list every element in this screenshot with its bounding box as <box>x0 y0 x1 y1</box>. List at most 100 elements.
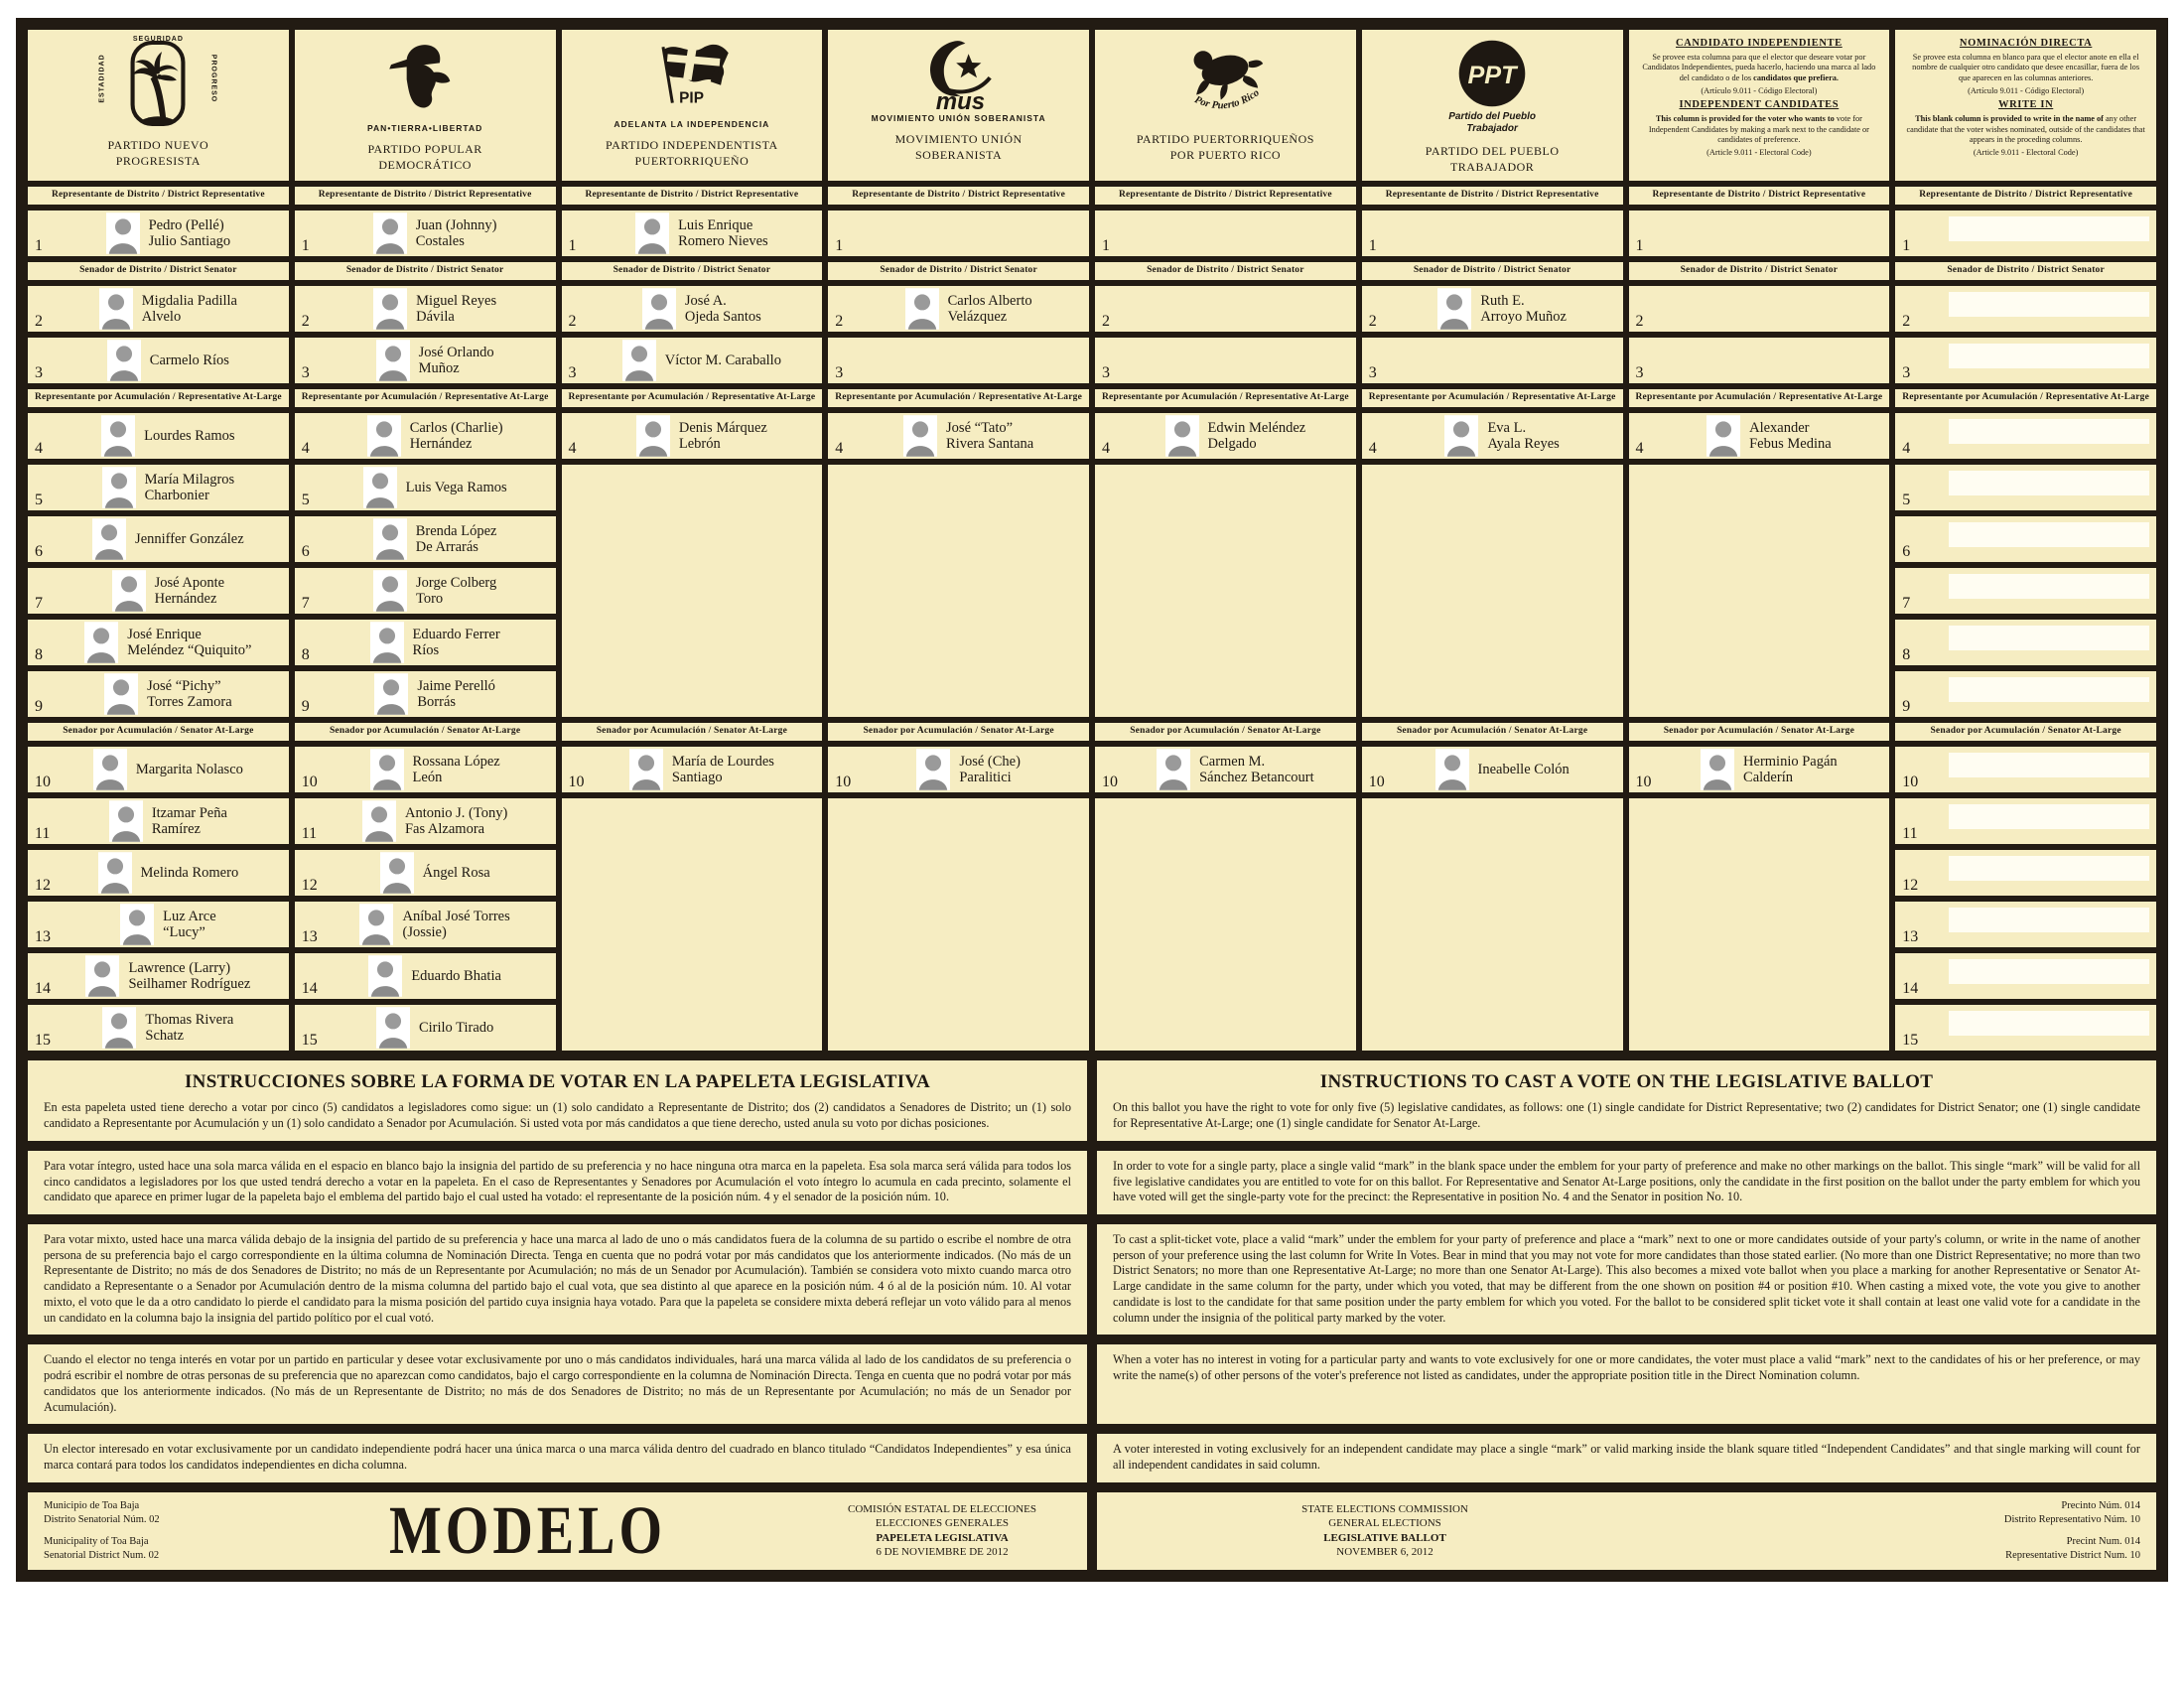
candidate-cell-pip-10[interactable]: 10 María de Lourdes Santiago <box>561 747 823 792</box>
office-header-pnp-1: Representante de Distrito / District Rep… <box>28 187 289 205</box>
candidate-cell-pnp-6[interactable]: 6 Jenniffer González <box>28 516 289 562</box>
write-in-blank[interactable] <box>1949 804 2149 829</box>
candidate-cell-ppt-10[interactable]: 10 Ineabelle Colón <box>1361 747 1623 792</box>
write-in-cell-7[interactable]: 7 <box>1895 568 2156 614</box>
write-in-blank[interactable] <box>1949 419 2149 444</box>
candidate-cell-pnp-7[interactable]: 7 José Aponte Hernández <box>28 568 289 614</box>
pnp-ring-text-right: PROGRESO <box>209 55 217 103</box>
candidate-cell-pnp-4[interactable]: 4 Lourdes Ramos <box>28 413 289 459</box>
write-in-blank[interactable] <box>1949 292 2149 317</box>
write-in-cell-1[interactable]: 1 <box>1895 211 2156 256</box>
write-in-cell-11[interactable]: 11 <box>1895 798 2156 844</box>
write-in-blank[interactable] <box>1949 626 2149 650</box>
candidate-cell-ppd-3[interactable]: 3 José Orlando Muñoz <box>294 338 556 383</box>
position-number: 4 <box>835 440 844 457</box>
write-in-blank[interactable] <box>1949 753 2149 777</box>
empty-area-mus-5 <box>828 465 1089 717</box>
party-header-ppd[interactable]: PAN•TIERRA•LIBERTAD PARTIDO POPULAR DEMOCR… <box>294 30 556 181</box>
candidate-cell-ppt-4[interactable]: 4 Eva L. Ayala Reyes <box>1361 413 1623 459</box>
candidate-cell-pip-1[interactable]: 1 Luis Enrique Romero Nieves <box>561 211 823 256</box>
candidate-cell-pnp-13[interactable]: 13 Luz Arce “Lucy” <box>28 902 289 947</box>
candidate-cell-indep-4[interactable]: 4 Alexander Febus Medina <box>1628 413 1890 459</box>
candidate-cell-ppd-1[interactable]: 1 Juan (Johnny) Costales <box>294 211 556 256</box>
write-in-cell-6[interactable]: 6 <box>1895 516 2156 562</box>
write-in-cell-5[interactable]: 5 <box>1895 465 2156 510</box>
candidate-cell-pnp-8[interactable]: 8 José Enrique Meléndez “Quiquito” <box>28 620 289 665</box>
write-in-cell-12[interactable]: 12 <box>1895 850 2156 896</box>
write-in-blank[interactable] <box>1949 908 2149 932</box>
party-header-pnp[interactable]: SEGURIDAD ESTADIDAD PROGRESO PARTIDO NUEVO P… <box>28 30 289 181</box>
candidate-cell-ppd-2[interactable]: 2 Miguel Reyes Dávila <box>294 286 556 332</box>
write-in-blank[interactable] <box>1949 1011 2149 1036</box>
write-in-blank[interactable] <box>1949 856 2149 881</box>
write-in-blank[interactable] <box>1949 574 2149 599</box>
candidate-cell-ppd-13[interactable]: 13 Aníbal José Torres (Jossie) <box>294 902 556 947</box>
party-header-ppt[interactable]: PPT Partido del Pueblo Trabajador PARTIDO D… <box>1361 30 1623 181</box>
candidate-cell-mus-2[interactable]: 2 Carlos Alberto Velázquez <box>828 286 1089 332</box>
office-header-ppt-1: Representante de Distrito / District Rep… <box>1361 187 1623 205</box>
candidate-cell-pnp-2[interactable]: 2 Migdalia Padilla Alvelo <box>28 286 289 332</box>
write-in-blank[interactable] <box>1949 522 2149 547</box>
write-in-cell-4[interactable]: 4 <box>1895 413 2156 459</box>
position-number: 7 <box>1902 595 1911 612</box>
candidate-cell-ppd-9[interactable]: 9 Jaime Perelló Borrás <box>294 671 556 717</box>
write-in-cell-14[interactable]: 14 <box>1895 953 2156 999</box>
instructions-en-intro-box: INSTRUCTIONS TO CAST A VOTE ON THE LEGIS… <box>1097 1060 2156 1141</box>
party-header-mus[interactable]: mus MOVIMIENTO UNIÓN SOBERANISTA MOVIMIENT… <box>828 30 1089 181</box>
candidate-cell-ppd-11[interactable]: 11 Antonio J. (Tony) Fas Alzamora <box>294 798 556 844</box>
candidate-cell-pnp-3[interactable]: 3 Carmelo Ríos <box>28 338 289 383</box>
candidate-cell-ppd-15[interactable]: 15 Cirilo Tirado <box>294 1005 556 1051</box>
candidate-cell-ppt-2[interactable]: 2 Ruth E. Arroyo Muñoz <box>1361 286 1623 332</box>
write-in-cell-15[interactable]: 15 <box>1895 1005 2156 1051</box>
party-header-ppr[interactable]: Por Puerto Rico PARTIDO PUERTORRIQUEÑOS PO… <box>1095 30 1356 181</box>
candidate-cell-ppd-8[interactable]: 8 Eduardo Ferrer Ríos <box>294 620 556 665</box>
candidate-cell-pnp-11[interactable]: 11 Itzamar Peña Ramírez <box>28 798 289 844</box>
position-number: 3 <box>835 364 844 381</box>
candidate-cell-pip-3[interactable]: 3 Víctor M. Caraballo <box>561 338 823 383</box>
candidate-cell-ppd-5[interactable]: 5 Luis Vega Ramos <box>294 465 556 510</box>
write-in-blank[interactable] <box>1949 959 2149 984</box>
position-number: 11 <box>1902 825 1918 842</box>
write-in-cell-2[interactable]: 2 <box>1895 286 2156 332</box>
candidate-cell-ppr-4[interactable]: 4 Edwin Meléndez Delgado <box>1095 413 1356 459</box>
candidate-cell-pnp-1[interactable]: 1 Pedro (Pellé) Julio Santiago <box>28 211 289 256</box>
position-number: 2 <box>1368 313 1377 330</box>
position-number: 6 <box>1902 543 1911 560</box>
candidate-cell-pnp-14[interactable]: 14 Lawrence (Larry) Seilhamer Rodríguez <box>28 953 289 999</box>
candidate-cell-ppd-12[interactable]: 12 Ángel Rosa <box>294 850 556 896</box>
candidate-cell-ppr-10[interactable]: 10 Carmen M. Sánchez Betancourt <box>1095 747 1356 792</box>
candidate-cell-pnp-12[interactable]: 12 Melinda Romero <box>28 850 289 896</box>
write-in-cell-9[interactable]: 9 <box>1895 671 2156 717</box>
candidate-cell-indep-10[interactable]: 10 Herminio Pagán Calderín <box>1628 747 1890 792</box>
write-in-blank[interactable] <box>1949 471 2149 495</box>
party-header-pip[interactable]: PIP ADELANTA LA INDEPENDENCIA PARTIDO INDE… <box>561 30 823 181</box>
candidate-photo <box>374 673 409 715</box>
candidate-cell-pnp-15[interactable]: 15 Thomas Rivera Schatz <box>28 1005 289 1051</box>
candidate-cell-ppd-10[interactable]: 10 Rossana López León <box>294 747 556 792</box>
candidate-cell-ppd-14[interactable]: 14 Eduardo Bhatia <box>294 953 556 999</box>
candidate-cell-pip-4[interactable]: 4 Denis Márquez Lebrón <box>561 413 823 459</box>
write-in-blank[interactable] <box>1949 216 2149 241</box>
office-header-ppd-2: Senador de Distrito / District Senator <box>294 262 556 280</box>
candidate-cell-mus-4[interactable]: 4 José “Tato” Rivera Santana <box>828 413 1089 459</box>
candidate-cell-pnp-9[interactable]: 9 José “Pichy” Torres Zamora <box>28 671 289 717</box>
candidate-cell-mus-10[interactable]: 10 José (Che) Paralitici <box>828 747 1089 792</box>
party-header-indep[interactable]: CANDIDATO INDEPENDIENTE Se provee esta co… <box>1628 30 1890 181</box>
candidate-cell-pnp-5[interactable]: 5 María Milagros Charbonier <box>28 465 289 510</box>
write-in-blank[interactable] <box>1949 344 2149 368</box>
write-in-blank[interactable] <box>1949 677 2149 702</box>
commission-info-es: COMISIÓN ESTATAL DE ELECCIONES ELECCIONE… <box>813 1502 1071 1560</box>
write-in-cell-10[interactable]: 10 <box>1895 747 2156 792</box>
write-in-cell-8[interactable]: 8 <box>1895 620 2156 665</box>
write-in-cell-3[interactable]: 3 <box>1895 338 2156 383</box>
candidate-cell-ppd-6[interactable]: 6 Brenda López De Arrarás <box>294 516 556 562</box>
candidate-cell-pip-2[interactable]: 2 José A. Ojeda Santos <box>561 286 823 332</box>
candidate-photo <box>366 415 401 457</box>
precinct-info: Precinto Núm. 014 Distrito Representativ… <box>2004 1499 2140 1563</box>
candidate-cell-pnp-10[interactable]: 10 Margarita Nolasco <box>28 747 289 792</box>
candidate-name: Margarita Nolasco <box>135 761 243 777</box>
write-in-cell-13[interactable]: 13 <box>1895 902 2156 947</box>
candidate-cell-ppd-7[interactable]: 7 Jorge Colberg Toro <box>294 568 556 614</box>
candidate-cell-ppd-4[interactable]: 4 Carlos (Charlie) Hernández <box>294 413 556 459</box>
candidate-photo <box>84 622 119 663</box>
